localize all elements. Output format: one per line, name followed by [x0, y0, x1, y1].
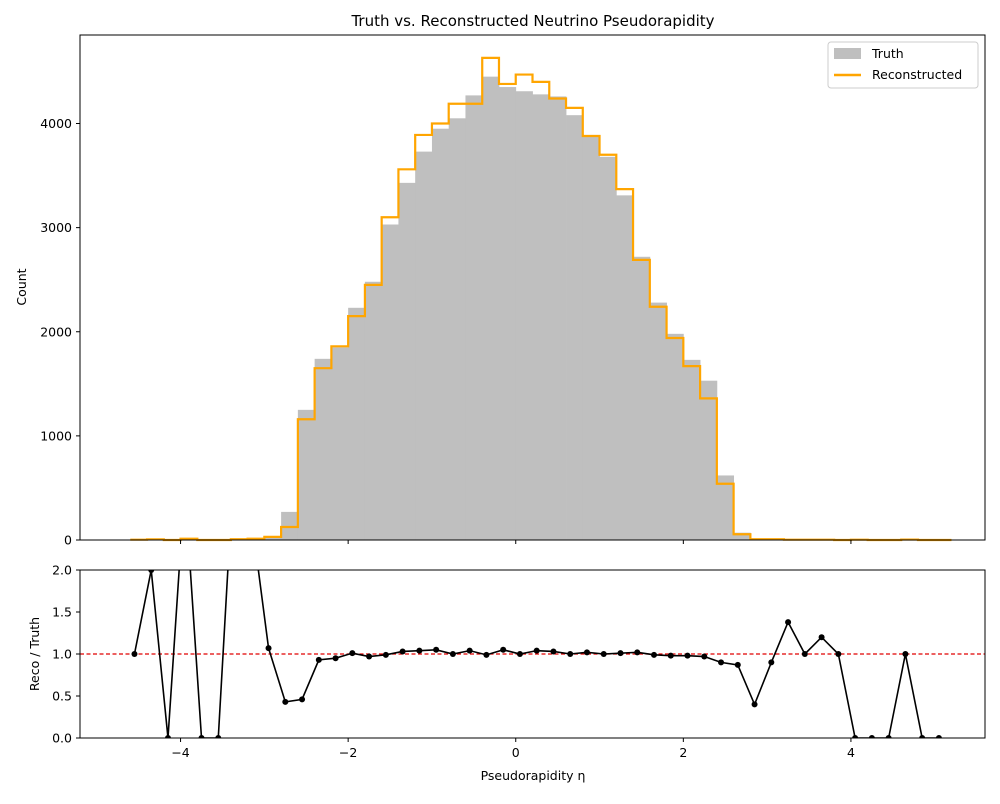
ratio-x-tick-label: 0 — [512, 745, 520, 760]
ratio-point — [819, 634, 825, 640]
ratio-point — [500, 647, 506, 653]
ratio-point — [550, 648, 556, 654]
ratio-point — [617, 650, 623, 656]
histogram-x-ticks — [181, 540, 851, 544]
truth-bar — [566, 115, 583, 540]
ratio-point — [366, 654, 372, 660]
ratio-point — [299, 696, 305, 702]
ratio-point — [433, 647, 439, 653]
ratio-point — [584, 649, 590, 655]
truth-bar — [516, 91, 533, 540]
truth-bar — [382, 225, 399, 540]
truth-bar — [348, 308, 365, 540]
histogram-y-tick-label: 4000 — [40, 116, 72, 131]
truth-bar — [315, 359, 332, 540]
ratio-point — [835, 651, 841, 657]
histogram-y-tick-label: 2000 — [40, 324, 72, 339]
histogram-y-ticks: 0 1000 2000 3000 4000 — [40, 116, 80, 547]
truth-bar — [499, 87, 516, 540]
ratio-point — [534, 648, 540, 654]
ratio-point — [752, 701, 758, 707]
ratio-point — [383, 652, 389, 658]
truth-bar — [683, 360, 700, 540]
truth-bar — [717, 475, 734, 540]
ratio-point — [333, 655, 339, 661]
truth-bar — [449, 118, 466, 540]
truth-bar — [298, 410, 315, 540]
ratio-point — [651, 652, 657, 658]
histogram-y-axis-label: Count — [14, 268, 29, 305]
ratio-y-tick-label: 1.5 — [52, 605, 72, 620]
ratio-point — [735, 662, 741, 668]
ratio-x-ticks: −4 −2 0 2 4 — [171, 738, 855, 760]
ratio-point — [416, 648, 422, 654]
ratio-point — [349, 650, 355, 656]
ratio-point — [483, 652, 489, 658]
legend-swatch-truth — [834, 48, 861, 59]
ratio-point — [768, 659, 774, 665]
ratio-x-tick-label: −2 — [339, 745, 357, 760]
ratio-point — [601, 651, 607, 657]
ratio-point — [467, 648, 473, 654]
truth-bar — [398, 183, 415, 540]
ratio-point — [131, 651, 137, 657]
truth-bar — [482, 77, 499, 540]
histogram-panel: Truth vs. Reconstructed Neutrino Pseudor… — [14, 12, 985, 548]
ratio-point — [232, 441, 238, 447]
ratio-point — [249, 517, 255, 523]
ratio-y-tick-label: 1.0 — [52, 647, 72, 662]
ratio-x-tick-label: −4 — [171, 745, 189, 760]
ratio-point — [685, 653, 691, 659]
ratio-point — [182, 483, 188, 489]
ratio-x-tick-label: 2 — [679, 745, 687, 760]
ratio-point — [316, 657, 322, 663]
truth-bar — [415, 152, 432, 540]
legend: Truth Reconstructed — [828, 42, 978, 88]
ratio-point — [282, 699, 288, 705]
ratio-point — [450, 651, 456, 657]
ratio-point — [785, 619, 791, 625]
truth-bar — [432, 129, 449, 540]
ratio-point — [517, 651, 523, 657]
ratio-y-tick-label: 0.0 — [52, 731, 72, 746]
truth-bar — [616, 195, 633, 540]
ratio-point — [567, 651, 573, 657]
ratio-point — [400, 648, 406, 654]
ratio-point — [902, 651, 908, 657]
ratio-y-tick-label: 0.5 — [52, 689, 72, 704]
ratio-point — [668, 653, 674, 659]
truth-bar — [331, 347, 348, 540]
chart-title: Truth vs. Reconstructed Neutrino Pseudor… — [350, 12, 714, 30]
ratio-x-axis-label: Pseudorapidity η — [481, 768, 586, 783]
ratio-x-tick-label: 4 — [847, 745, 855, 760]
legend-label-truth: Truth — [871, 46, 904, 61]
ratio-point — [701, 654, 707, 660]
truth-bar — [667, 334, 684, 540]
ratio-y-ticks: 0.0 0.5 1.0 1.5 2.0 — [52, 563, 80, 746]
truth-bar — [465, 95, 482, 540]
ratio-point — [718, 659, 724, 665]
truth-bar — [365, 282, 382, 540]
legend-label-reconstructed: Reconstructed — [872, 67, 962, 82]
ratio-point — [266, 645, 272, 651]
truth-bar — [583, 135, 600, 540]
ratio-y-axis-label: Reco / Truth — [27, 617, 42, 691]
truth-bar — [633, 257, 650, 540]
ratio-point — [634, 649, 640, 655]
truth-bar — [549, 96, 566, 540]
ratio-point — [802, 651, 808, 657]
truth-bar — [650, 303, 667, 540]
histogram-plot-area — [130, 58, 952, 540]
ratio-y-tick-label: 2.0 — [52, 563, 72, 578]
truth-bar — [700, 381, 717, 540]
histogram-y-tick-label: 3000 — [40, 220, 72, 235]
truth-bar — [533, 94, 550, 540]
histogram-y-tick-label: 1000 — [40, 428, 72, 443]
truth-bar — [600, 157, 617, 540]
histogram-y-tick-label: 0 — [64, 533, 72, 548]
